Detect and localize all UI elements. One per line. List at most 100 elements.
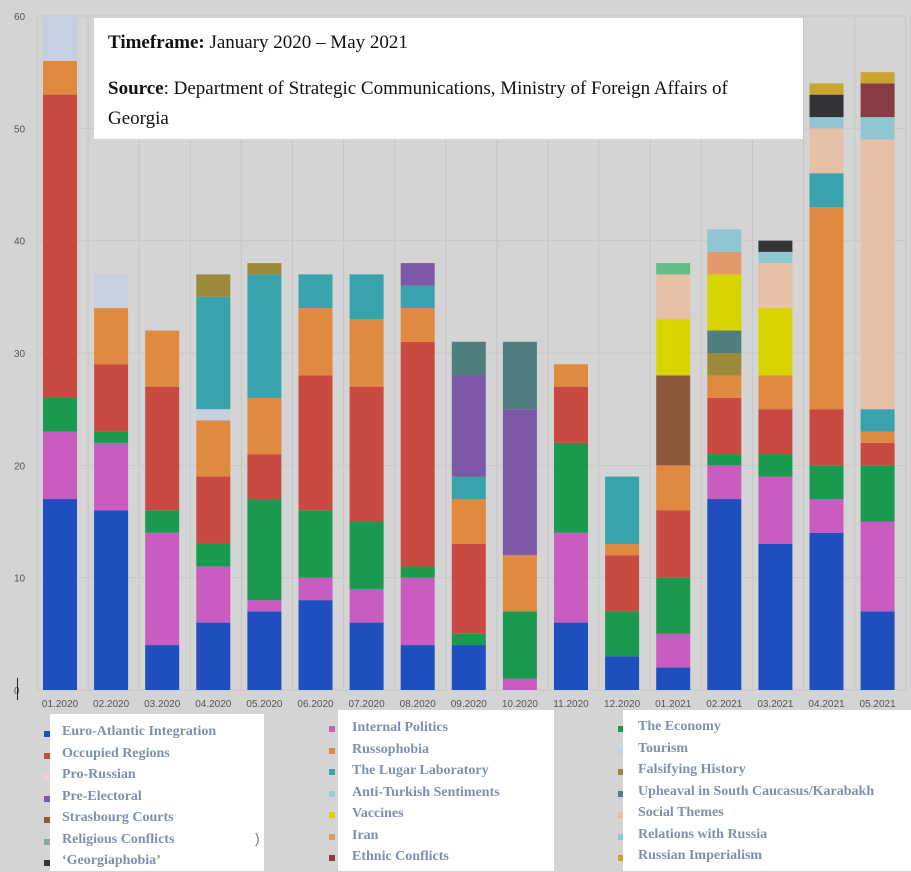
legend-item: Iran — [352, 825, 554, 847]
bar-segment — [809, 409, 844, 466]
bar-segment — [43, 431, 77, 500]
bar-segment — [758, 543, 793, 690]
legend-item: Euro-Atlantic Integration — [62, 721, 264, 743]
bar-segment — [809, 128, 844, 174]
bar-segment — [247, 397, 282, 455]
x-tick-label: 10.2020 — [502, 699, 539, 710]
bar-segment — [860, 117, 895, 140]
legend-swatch-icon — [618, 747, 624, 754]
bar-segment — [196, 409, 231, 421]
legend-label: Relations with Russia — [638, 826, 768, 842]
legend-label: Tourism — [638, 740, 689, 756]
bar-segment — [196, 476, 231, 544]
x-tick-label: 04.2020 — [195, 699, 232, 710]
bar-segment — [94, 442, 129, 511]
legend-column-2: Internal Politics Russophobia The Lugar La… — [338, 710, 554, 871]
bar-segment — [298, 510, 333, 578]
x-tick-label: 03.2021 — [757, 699, 794, 710]
bar-segment — [605, 543, 640, 556]
x-tick-label: 02.2021 — [706, 699, 743, 710]
legend-swatch-icon — [618, 726, 624, 732]
legend-swatch-icon — [44, 795, 50, 802]
legend-swatch-icon — [44, 817, 50, 823]
bar-segment — [247, 263, 282, 275]
bar-segment — [298, 308, 333, 376]
bar-segment — [809, 206, 844, 410]
bar-segment — [196, 420, 231, 477]
timeframe-line: Timeframe: January 2020 – May 2021 — [108, 28, 789, 58]
x-tick-label: 07.2020 — [349, 699, 386, 710]
legend-label: Anti-Turkish Sentiments — [352, 784, 500, 800]
legend-item: The Economy — [638, 716, 911, 738]
bar-segment — [451, 341, 486, 376]
bar-segment — [860, 465, 895, 522]
legend-swatch-icon — [329, 833, 335, 840]
bar-segment — [43, 397, 77, 432]
bar-segment — [400, 577, 435, 646]
bar-segment — [400, 285, 435, 309]
bar-segment — [860, 611, 895, 690]
legend-label: Strasbourg Courts — [62, 810, 174, 825]
legend-item: Social Themes — [638, 802, 911, 824]
x-tick-label: 05.2020 — [246, 699, 283, 710]
legend-column-1: Euro-Atlantic Integration Occupied Region… — [50, 714, 264, 871]
x-tick-label: 02.2020 — [93, 699, 130, 710]
legend-item: Ethnic Conflicts — [352, 846, 554, 868]
bar-segment — [656, 274, 691, 320]
legend-swatch-icon — [329, 855, 335, 861]
x-tick-label: 09.2020 — [451, 699, 488, 710]
bar-segment — [656, 319, 691, 376]
bar-segment — [605, 555, 640, 612]
bar-segment — [400, 645, 435, 690]
bar-segment — [94, 274, 129, 309]
bar-segment — [707, 330, 742, 353]
legend-label: Euro-Atlantic Integration — [62, 724, 217, 739]
legend-label: ‘Georgiaphobia’ — [62, 853, 161, 868]
bar-segment — [400, 566, 435, 578]
bar-segment — [554, 364, 588, 387]
bar-segment — [554, 442, 588, 533]
legend-item: Religious Conflicts — [62, 829, 264, 851]
bar-segment — [94, 510, 129, 690]
bar-segment — [758, 454, 793, 477]
x-tick-label: 08.2020 — [400, 699, 437, 710]
legend-swatch-icon — [618, 769, 624, 775]
bar-segment — [145, 532, 180, 646]
bar-segment — [196, 566, 231, 623]
y-tick-label: 20 — [14, 461, 26, 472]
legend-item: Anti-Turkish Sentiments — [352, 782, 554, 804]
bar-segment — [707, 499, 742, 690]
bar-segment — [196, 274, 231, 297]
legend-label: Russophobia — [352, 741, 430, 757]
legend-item: Russian Imperialism — [638, 845, 911, 867]
legend-swatch-icon — [44, 752, 50, 759]
legend-label: Falsifying History — [638, 762, 746, 777]
bar-segment — [349, 319, 384, 387]
legend-label: Social Themes — [638, 805, 724, 820]
bar-segment — [554, 532, 588, 623]
timeframe-value: January 2020 – May 2021 — [204, 32, 408, 53]
bar-segment — [860, 431, 895, 443]
bar-segment — [758, 476, 793, 544]
legend-label: Occupied Regions — [62, 745, 170, 761]
bar-segment — [349, 622, 384, 690]
legend-swatch-icon — [329, 769, 335, 775]
legend-label: Iran — [352, 827, 379, 843]
bar-segment — [758, 375, 793, 410]
bar-segment — [196, 622, 231, 690]
bar-segment — [43, 94, 77, 398]
bar-segment — [707, 274, 742, 331]
legend-swatch-icon — [618, 790, 624, 797]
bar-segment — [554, 622, 588, 690]
legend-item: Pre-Electoral — [62, 786, 264, 808]
bar-segment — [400, 341, 435, 567]
source-value: : Department of Strategic Communications… — [108, 78, 728, 129]
legend-swatch-icon — [618, 855, 624, 861]
bar-segment — [451, 499, 486, 544]
legend-item: Vaccines — [352, 803, 554, 825]
bar-segment — [247, 600, 282, 612]
bar-segment — [349, 386, 384, 522]
x-tick-label: 01.2021 — [655, 699, 692, 710]
bar-segment — [707, 454, 742, 466]
bar-segment — [247, 499, 282, 601]
